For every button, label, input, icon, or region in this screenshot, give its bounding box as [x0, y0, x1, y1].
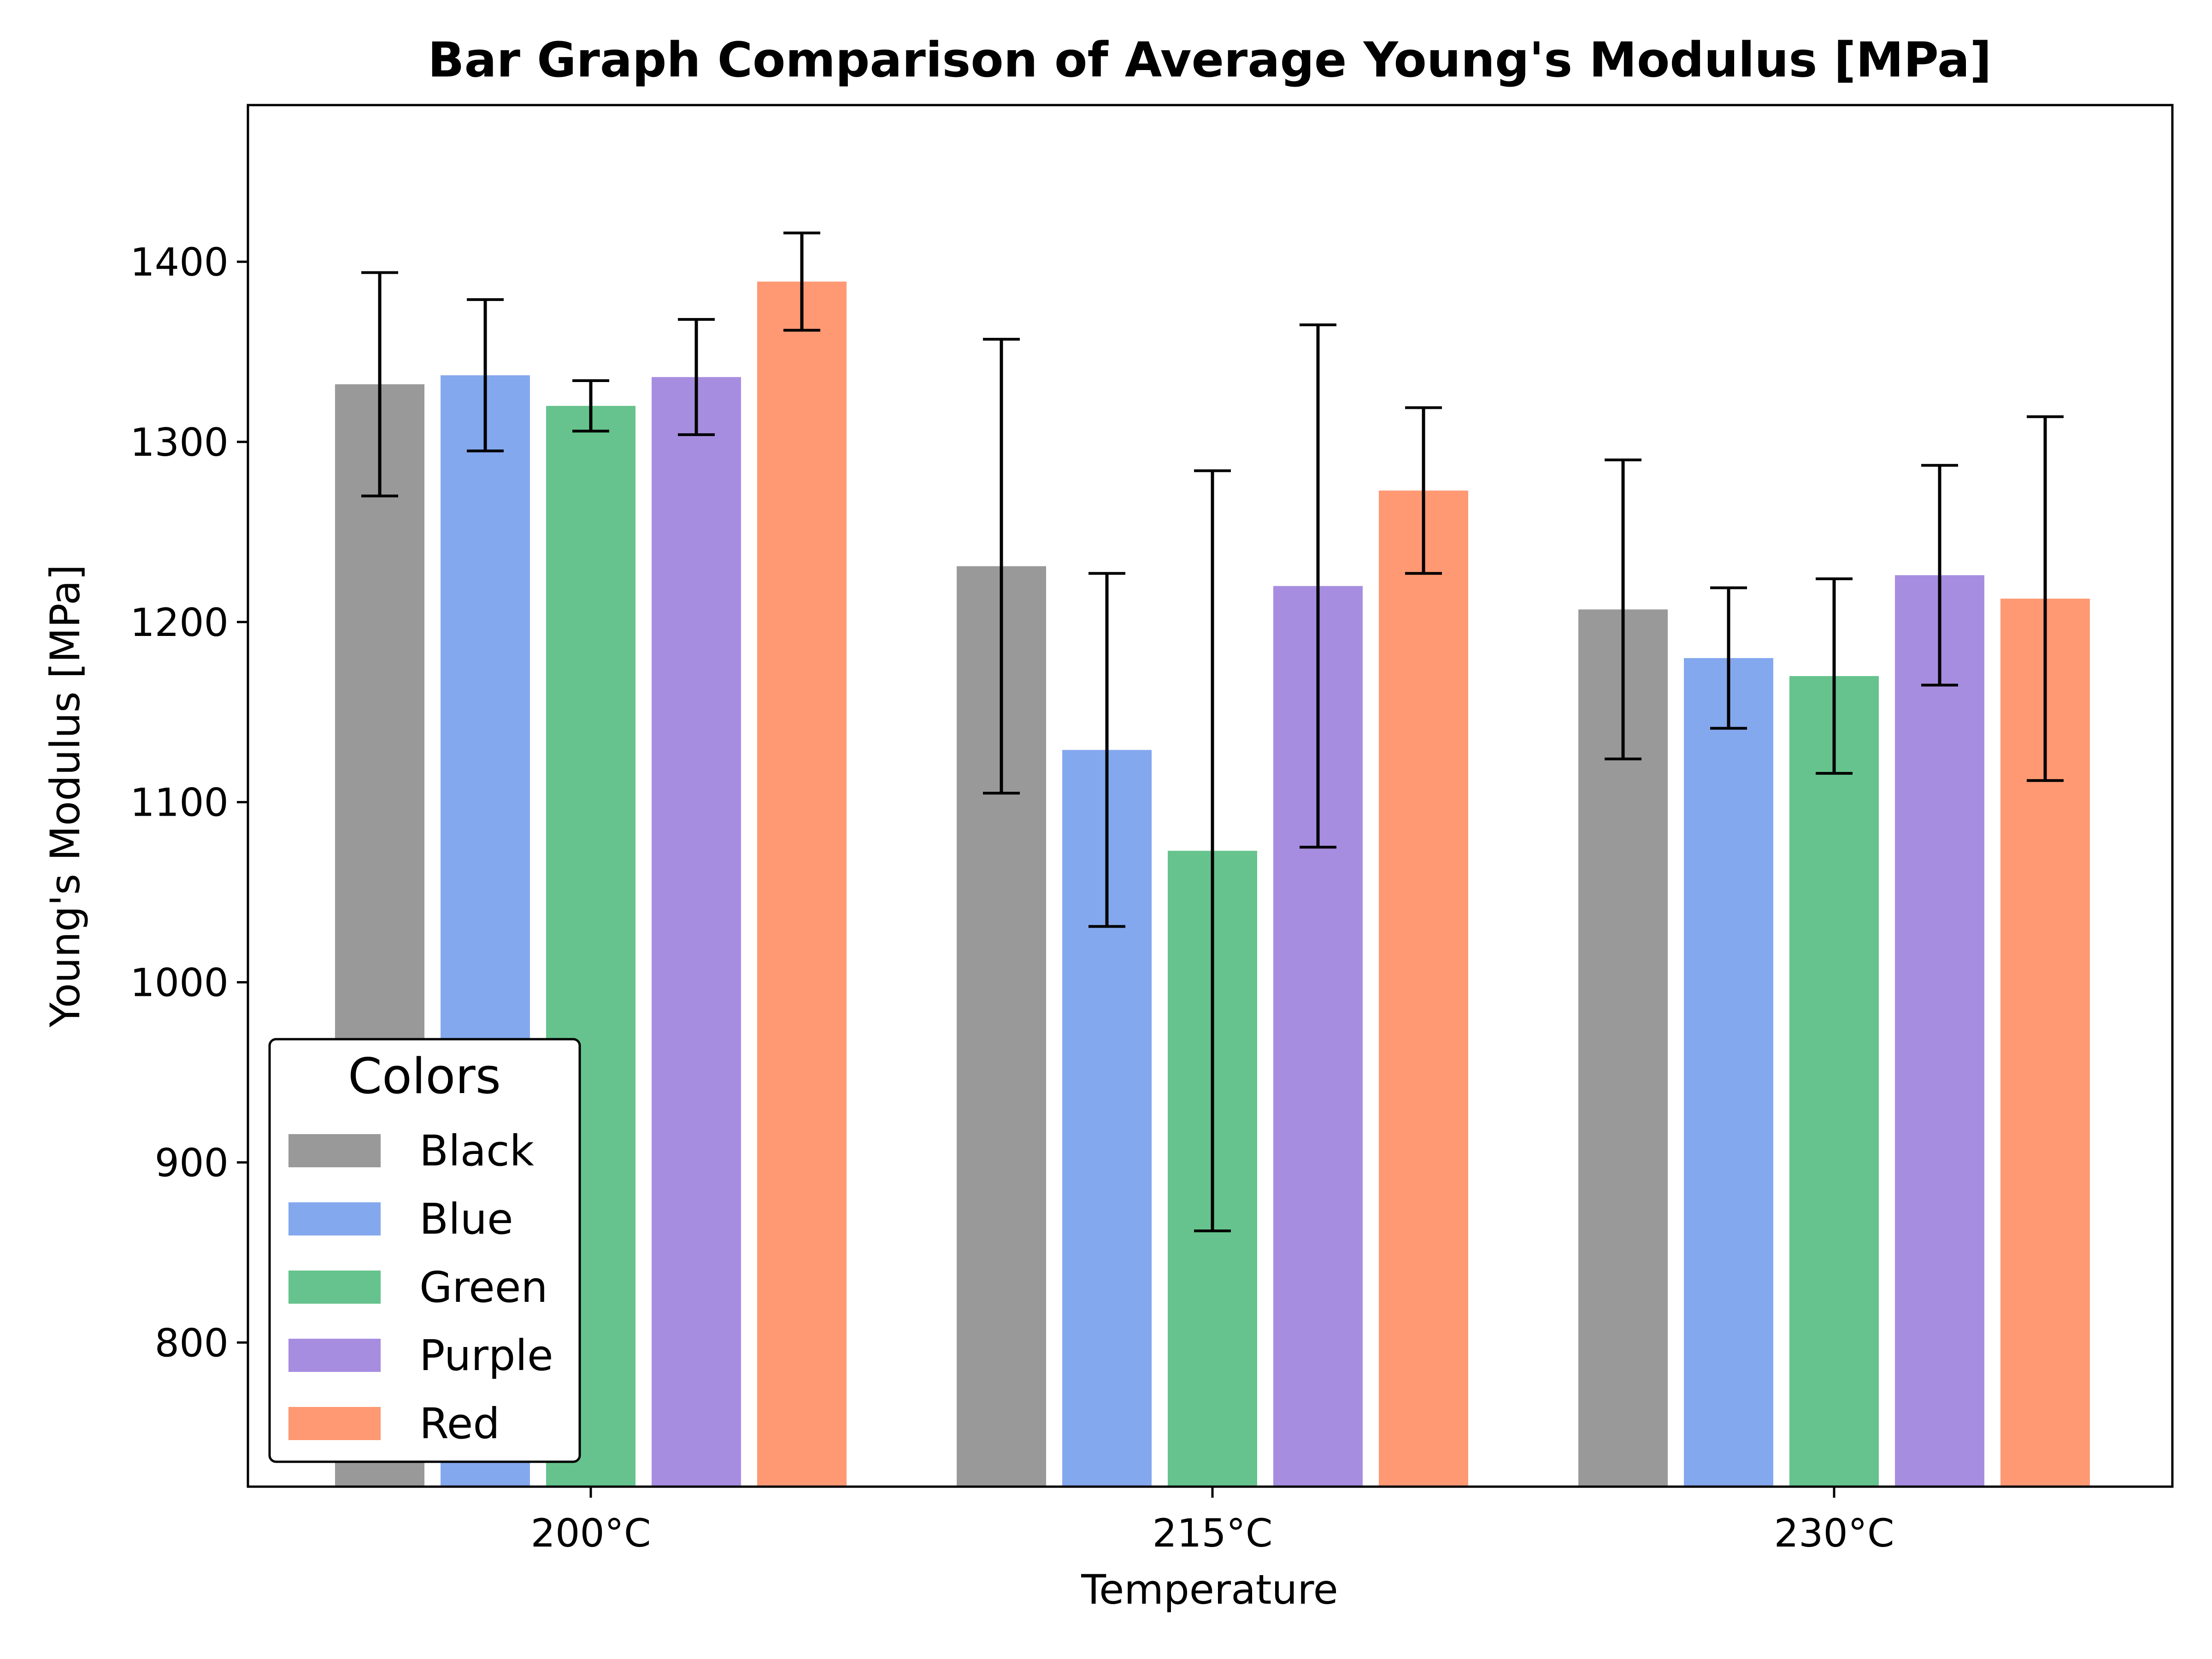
y-tick-label-1000: 1000 — [130, 960, 229, 1006]
error-bar-blue-2 — [1710, 586, 1747, 730]
error-bar-green-1 — [1194, 469, 1231, 1232]
legend-item-purple: Purple — [288, 1331, 553, 1380]
y-tick-label-800: 800 — [155, 1320, 229, 1365]
error-bars-layer — [361, 231, 2064, 1232]
y-tick-label-900: 900 — [155, 1140, 229, 1185]
error-bar-purple-0 — [678, 318, 715, 436]
x-axis-label: Temperature — [1081, 1566, 1338, 1613]
bar-red-1 — [1379, 490, 1468, 1487]
legend-label-purple: Purple — [419, 1331, 553, 1380]
error-bar-black-0 — [361, 271, 398, 498]
legend-swatch-purple — [288, 1339, 381, 1372]
legend-item-red: Red — [288, 1399, 500, 1448]
y-tick-label-1200: 1200 — [130, 600, 229, 645]
legend-label-red: Red — [419, 1399, 500, 1448]
plot-frame — [247, 104, 2174, 1488]
legend-title: Colors — [348, 1048, 501, 1105]
bar-red-0 — [757, 282, 847, 1487]
chart-title: Bar Graph Comparison of Average Young's … — [428, 32, 1992, 88]
legend-item-green: Green — [288, 1263, 548, 1312]
bar-blue-2 — [1684, 658, 1773, 1487]
x-tick-label-1: 215°C — [1153, 1511, 1273, 1556]
bar-purple-2 — [1895, 575, 1984, 1487]
legend-swatch-blue — [288, 1202, 381, 1235]
error-bar-blue-1 — [1088, 572, 1125, 928]
legend-label-black: Black — [419, 1126, 535, 1176]
y-tick-label-1400: 1400 — [130, 240, 229, 285]
x-axis: 200°C 215°C 230°C — [531, 1487, 1894, 1556]
legend-item-black: Black — [288, 1126, 535, 1176]
error-bar-black-1 — [983, 338, 1020, 795]
error-bar-green-0 — [572, 379, 609, 433]
error-bar-red-1 — [1405, 406, 1442, 575]
error-bar-purple-1 — [1300, 323, 1336, 849]
bar-purple-0 — [652, 377, 741, 1487]
legend-label-green: Green — [419, 1263, 548, 1312]
legend-item-blue: Blue — [288, 1194, 513, 1244]
error-bar-black-2 — [1605, 459, 1641, 760]
bar-green-2 — [1789, 676, 1879, 1487]
legend-swatch-red — [288, 1407, 381, 1440]
error-bar-red-2 — [2027, 415, 2064, 782]
legend-label-blue: Blue — [419, 1194, 513, 1244]
error-bar-green-2 — [1816, 577, 1853, 775]
legend-swatch-green — [288, 1271, 381, 1304]
x-tick-label-2: 230°C — [1774, 1511, 1894, 1556]
error-bar-purple-2 — [1921, 464, 1958, 687]
legend-items: Black Blue Green Purple Red — [288, 1126, 553, 1448]
y-tick-label-1100: 1100 — [130, 780, 229, 825]
y-tick-label-1300: 1300 — [130, 420, 229, 465]
error-bar-blue-0 — [467, 298, 504, 453]
error-bar-red-0 — [783, 231, 820, 332]
y-axis: 800 900 1000 1100 1200 1300 1400 — [130, 240, 248, 1365]
x-tick-label-0: 200°C — [531, 1511, 651, 1556]
legend: Colors Black Blue Green Purple Red — [268, 1038, 581, 1463]
y-axis-label: Young's Modulus [MPa] — [41, 565, 89, 1028]
legend-swatch-black — [288, 1134, 381, 1167]
